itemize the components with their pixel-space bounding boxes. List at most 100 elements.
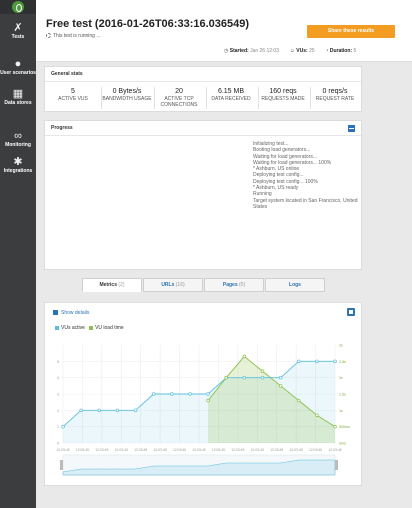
logo-icon xyxy=(12,1,24,13)
x-tick-label: 12:03:45 xyxy=(56,448,69,452)
x-tick-label: 12:03:45 xyxy=(134,448,147,452)
y-left-tick-label: 0 xyxy=(57,442,59,446)
x-tick-label: 12:03:45 xyxy=(76,448,89,452)
navigator-handle-right xyxy=(335,460,338,470)
sidebar-item-integrations[interactable]: ✱ Integrations xyxy=(0,156,36,180)
metrics-chart-panel: Show details VUs active VU load time 12:… xyxy=(44,302,362,486)
x-tick-label: 12:03:45 xyxy=(251,448,264,452)
data-stores-icon: ▦ xyxy=(12,88,24,100)
y-left-tick-label: 5 xyxy=(57,360,59,364)
vus-point xyxy=(206,392,210,396)
vus-point xyxy=(97,408,102,413)
x-tick-label: 12:03:45 xyxy=(115,448,128,452)
navigator-series xyxy=(62,459,336,476)
log-line: Booting load generators... xyxy=(253,147,311,154)
duration-icon: ◔ xyxy=(325,48,329,54)
export-icon[interactable] xyxy=(347,308,355,316)
log-line: Deploying test config... 100% xyxy=(253,178,318,185)
x-tick-label: 12:03:45 xyxy=(309,448,322,452)
load-time-point xyxy=(333,424,337,429)
expand-icon xyxy=(53,310,58,316)
spinner-icon xyxy=(46,33,51,39)
log-line: * Ashburn, US ready xyxy=(253,185,299,192)
app-logo[interactable] xyxy=(0,0,36,14)
vus-point xyxy=(115,408,120,413)
tests-icon: ✗ xyxy=(13,22,23,34)
stat-bandwidth: 0 Bytes/s BANDWIDTH USAGE xyxy=(102,88,152,102)
vus-area xyxy=(63,361,335,443)
vus-point xyxy=(242,375,247,380)
vus-point xyxy=(278,375,283,380)
load-time-point xyxy=(260,369,265,373)
legend-swatch-vus xyxy=(55,325,59,330)
stat-tcp-connections: 20 ACTIVE TCP CONNECTIONS xyxy=(160,88,198,108)
page-header: Free test (2016-01-26T06:33:16.036549) T… xyxy=(36,0,412,62)
y-left-tick-label: 2 xyxy=(57,409,59,413)
load-time-point xyxy=(278,384,283,388)
log-line: Deploying test config... xyxy=(253,172,304,179)
vus-point xyxy=(79,408,83,413)
log-line: * Ashburn, US online xyxy=(253,166,300,173)
tab-urls[interactable]: URLs (16) xyxy=(143,278,203,292)
vus-point xyxy=(188,392,192,396)
y-left-tick-label: 4 xyxy=(57,376,59,380)
load-time-point xyxy=(315,413,319,417)
sidebar-item-user-scenarios[interactable]: ● User scenarios xyxy=(0,58,36,76)
vus-point xyxy=(296,359,301,364)
sidebar-item-tests[interactable]: ✗ Tests xyxy=(0,22,36,46)
x-tick-label: 12:03:45 xyxy=(231,448,244,452)
vus-icon: ☺ xyxy=(289,48,295,54)
metrics-chart[interactable]: 12:03:45 12:03:45 12:03:45 12:03:45 12:03:45… xyxy=(45,337,361,485)
sidebar: ✗ Tests ● User scenarios ▦ Data stores ∞… xyxy=(0,0,36,508)
x-tick-label: 12:03:45 xyxy=(173,448,186,452)
general-stats-panel: General stats 5 ACTIVE VUS 0 Bytes/s BAN… xyxy=(44,66,362,112)
users-icon: ● xyxy=(14,58,22,70)
load-time-point xyxy=(296,398,301,403)
vus-point xyxy=(61,424,65,429)
y-left-tick-label: 3 xyxy=(57,393,59,397)
log-line: Target system located in San Francisco, … xyxy=(253,197,358,210)
clock-icon: ◷ xyxy=(224,48,229,54)
stat-requests-made: 160 reqs REQUESTS MADE xyxy=(261,88,305,102)
collapse-button[interactable] xyxy=(348,125,355,132)
y-right-tick-label: 0ms xyxy=(339,442,346,446)
vus-point xyxy=(315,359,319,364)
stat-request-rate: 0 reqs/s REQUEST RATE xyxy=(315,88,355,102)
vus-point xyxy=(133,408,138,413)
x-tick-label: 12:03:45 xyxy=(192,448,205,452)
progress-title: Progress xyxy=(51,125,73,131)
share-results-button[interactable]: Share these results xyxy=(307,25,395,38)
binoculars-icon: ∞ xyxy=(14,130,22,142)
y-right-tick-label: 3s xyxy=(339,344,343,348)
log-line: Waiting for load generators... xyxy=(253,153,318,160)
page-title: Free test (2016-01-26T06:33:16.036549) xyxy=(46,18,250,30)
load-time-point xyxy=(224,375,228,380)
progress-panel: Progress Initializing test... Booting lo… xyxy=(44,120,362,270)
sidebar-item-data-stores[interactable]: ▦ Data stores xyxy=(0,88,36,112)
sidebar-item-monitoring[interactable]: ∞ Monitoring xyxy=(0,130,36,154)
load-time-point xyxy=(242,354,247,359)
stat-active-vus: 5 ACTIVE VUS xyxy=(58,88,88,102)
y-right-tick-label: 1.5s xyxy=(339,393,346,397)
x-tick-label: 12:03:45 xyxy=(212,448,225,452)
x-tick-label: 12:03:45 xyxy=(290,448,303,452)
navigator-handle-left xyxy=(60,460,63,470)
show-details-link[interactable]: Show details xyxy=(53,310,89,316)
vus-point xyxy=(151,392,156,396)
log-line: Initializing test... xyxy=(253,141,289,147)
log-line: Waiting for load generators... 100% xyxy=(253,159,332,166)
x-tick-label: 12:03:45 xyxy=(328,448,341,452)
log-line: Running xyxy=(253,191,272,198)
y-right-tick-label: 1s xyxy=(339,409,343,413)
chart-legend: VUs active VU load time xyxy=(55,325,124,331)
load-time-point xyxy=(206,398,210,403)
running-status: This test is running ... xyxy=(46,33,101,39)
y-right-tick-label: 2.5s xyxy=(339,360,346,364)
y-left-tick-label: 1 xyxy=(57,425,59,429)
stat-data-received: 6.15 MB DATA RECEIVED xyxy=(211,88,251,102)
tab-metrics[interactable]: Metrics (2) xyxy=(82,278,142,292)
y-right-tick-label: 500ms xyxy=(339,425,350,429)
results-tabs: Metrics (2) URLs (16) Pages (0) Logs xyxy=(82,278,328,292)
tab-logs[interactable]: Logs xyxy=(265,278,325,292)
tab-pages[interactable]: Pages (0) xyxy=(204,278,264,292)
